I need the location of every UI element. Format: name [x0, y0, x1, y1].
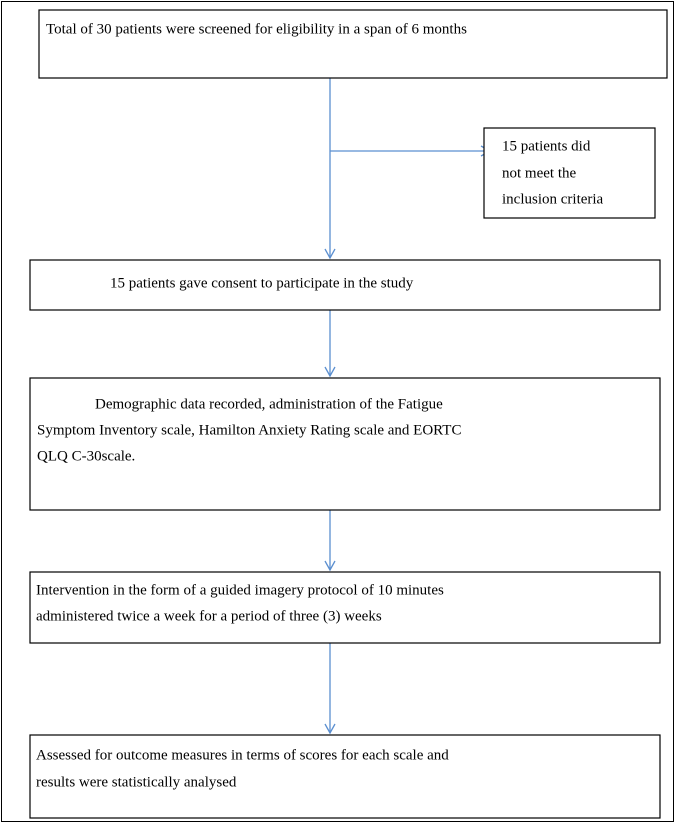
box-text: inclusion criteria — [502, 191, 604, 207]
box-text: Assessed for outcome measures in terms o… — [36, 747, 449, 763]
box — [29, 259, 661, 311]
box-text: Demographic data recorded, administratio… — [95, 396, 443, 412]
box-text: administered twice a week for a period o… — [36, 608, 382, 624]
box-text: not meet the — [502, 165, 576, 181]
box — [29, 734, 661, 819]
box-text: QLQ C-30scale. — [37, 448, 135, 464]
box — [38, 9, 668, 79]
box — [29, 571, 661, 644]
box-text: results were statistically analysed — [36, 774, 237, 790]
box — [483, 127, 656, 219]
box-text: 15 patients gave consent to participate … — [110, 275, 414, 291]
box-text: 15 patients did — [502, 138, 591, 154]
box — [29, 377, 661, 511]
box-text: Intervention in the form of a guided ima… — [36, 582, 444, 598]
box-text: Total of 30 patients were screened for e… — [46, 21, 467, 37]
box-text: Symptom Inventory scale, Hamilton Anxiet… — [37, 422, 461, 438]
